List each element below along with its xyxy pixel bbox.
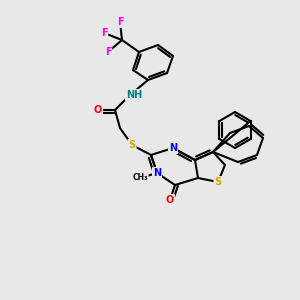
Text: O: O (94, 105, 102, 115)
Text: F: F (117, 17, 123, 27)
Text: F: F (105, 47, 111, 57)
Text: S: S (128, 140, 136, 150)
Text: CH₃: CH₃ (132, 173, 148, 182)
Text: NH: NH (126, 90, 142, 100)
Text: N: N (153, 168, 161, 178)
Text: O: O (166, 195, 174, 205)
Text: F: F (101, 28, 107, 38)
Text: S: S (214, 177, 222, 187)
Text: N: N (169, 143, 177, 153)
